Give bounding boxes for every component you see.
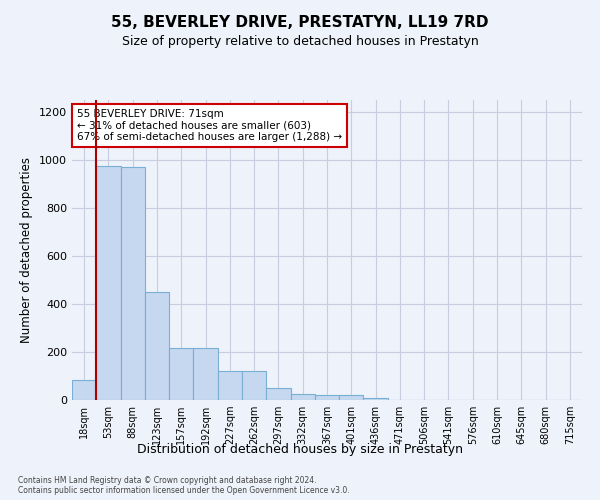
Y-axis label: Number of detached properties: Number of detached properties	[20, 157, 34, 343]
Bar	[169, 348, 193, 400]
Bar	[218, 371, 242, 400]
Text: Size of property relative to detached houses in Prestatyn: Size of property relative to detached ho…	[122, 35, 478, 48]
Bar	[290, 394, 315, 400]
Text: 55, BEVERLEY DRIVE, PRESTATYN, LL19 7RD: 55, BEVERLEY DRIVE, PRESTATYN, LL19 7RD	[111, 15, 489, 30]
Bar	[145, 292, 169, 400]
Bar	[266, 388, 290, 400]
Text: 55 BEVERLEY DRIVE: 71sqm
← 31% of detached houses are smaller (603)
67% of semi-: 55 BEVERLEY DRIVE: 71sqm ← 31% of detach…	[77, 109, 342, 142]
Text: Contains HM Land Registry data © Crown copyright and database right 2024.
Contai: Contains HM Land Registry data © Crown c…	[18, 476, 350, 495]
Bar	[72, 380, 96, 400]
Bar	[96, 166, 121, 400]
Bar	[193, 348, 218, 400]
Bar	[315, 394, 339, 400]
Bar	[339, 395, 364, 400]
Text: Distribution of detached houses by size in Prestatyn: Distribution of detached houses by size …	[137, 442, 463, 456]
Bar	[364, 398, 388, 400]
Bar	[242, 371, 266, 400]
Bar	[121, 167, 145, 400]
